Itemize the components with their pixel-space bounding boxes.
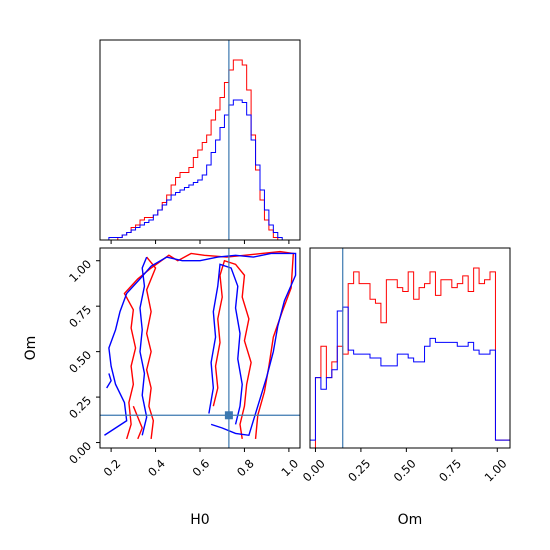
x-tick-label-om-0: 0.00 xyxy=(300,456,328,484)
contour-lines xyxy=(104,250,297,440)
y-tick-label-om-3: 0.75 xyxy=(66,302,94,330)
panel-hist-om: 0.00 0.25 0.50 0.75 1.00 xyxy=(300,247,511,484)
contour-series-2-level-3 xyxy=(208,263,243,425)
y-axis-label-om: Om xyxy=(23,336,39,361)
y-tick-label-om-2: 0.50 xyxy=(66,348,94,376)
x-axis-label-om: Om xyxy=(398,512,423,528)
y-tick-label-om-0: 0.00 xyxy=(66,439,94,467)
hist-h0-series-1 xyxy=(100,59,300,241)
panel-contour-h0-om: 0.2 0.4 0.6 0.8 1.0 0.00 0.25 0.50 0.75 1.00 xyxy=(66,247,301,479)
panel-hist-h0-frame xyxy=(99,39,301,241)
x-tick-label-h0-1: 0.4 xyxy=(145,456,168,479)
x-tick-label-h0-0: 0.2 xyxy=(101,456,124,479)
contour-series-1-level-4 xyxy=(132,405,143,440)
x-tick-label-h0-3: 0.8 xyxy=(234,456,257,479)
x-tick-label-om-1: 0.25 xyxy=(345,456,373,484)
x-tick-label-om-2: 0.50 xyxy=(391,456,419,484)
x-axis-label-h0: H0 xyxy=(190,512,209,528)
x-tick-label-h0-4: 1.0 xyxy=(278,456,301,479)
contour-series-1-level-1 xyxy=(123,250,295,440)
contour-series-1-level-3 xyxy=(212,259,252,440)
truth-marker xyxy=(224,411,233,420)
x-tick-label-om-3: 0.75 xyxy=(436,456,464,484)
contour-series-2-level-1 xyxy=(104,252,297,437)
x-tick-label-h0-2: 0.6 xyxy=(190,456,213,479)
hist-h0-series-2 xyxy=(100,99,300,241)
contour-series-2-level-2 xyxy=(139,256,148,436)
y-tick-label-om-4: 1.00 xyxy=(66,257,94,285)
y-tick-label-om-1: 0.25 xyxy=(66,393,94,421)
x-tick-label-om-4: 1.00 xyxy=(482,456,510,484)
hist-om-series-2 xyxy=(309,306,511,448)
contour-series-2-level-4 xyxy=(106,373,112,389)
panel-hist-om-frame xyxy=(309,247,511,449)
contour-series-1-level-2 xyxy=(145,256,157,439)
panel-hist-h0 xyxy=(99,39,301,244)
